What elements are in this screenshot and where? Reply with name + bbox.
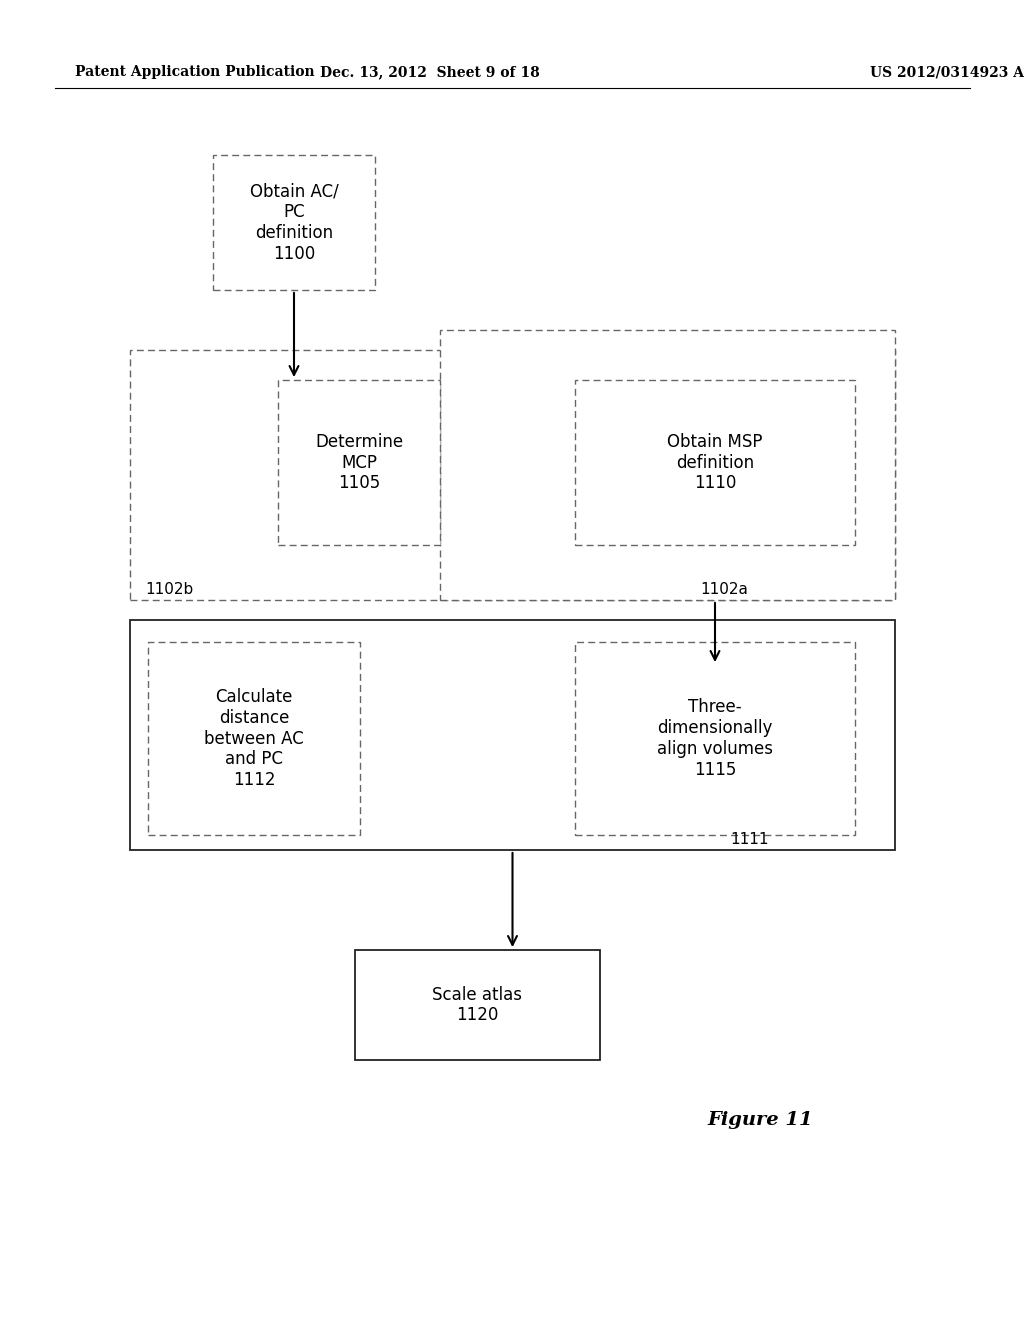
Text: 1102b: 1102b bbox=[145, 582, 194, 598]
Bar bbox=[130, 620, 895, 850]
Bar bbox=[130, 350, 895, 601]
Bar bbox=[575, 380, 855, 545]
Text: US 2012/0314923 A1: US 2012/0314923 A1 bbox=[870, 65, 1024, 79]
Bar bbox=[355, 950, 600, 1060]
Text: Determine
MCP
1105: Determine MCP 1105 bbox=[315, 433, 403, 492]
Text: Three-
dimensionally
align volumes
1115: Three- dimensionally align volumes 1115 bbox=[657, 698, 773, 779]
Bar bbox=[278, 380, 440, 545]
Text: Scale atlas
1120: Scale atlas 1120 bbox=[432, 986, 522, 1024]
Text: Dec. 13, 2012  Sheet 9 of 18: Dec. 13, 2012 Sheet 9 of 18 bbox=[321, 65, 540, 79]
Text: Calculate
distance
between AC
and PC
1112: Calculate distance between AC and PC 111… bbox=[204, 688, 304, 789]
Text: Patent Application Publication: Patent Application Publication bbox=[75, 65, 314, 79]
Bar bbox=[148, 642, 360, 836]
Text: Figure 11: Figure 11 bbox=[708, 1111, 813, 1129]
Text: Obtain AC/
PC
definition
1100: Obtain AC/ PC definition 1100 bbox=[250, 182, 338, 263]
Text: 1102a: 1102a bbox=[700, 582, 748, 598]
Text: Obtain MSP
definition
1110: Obtain MSP definition 1110 bbox=[668, 433, 763, 492]
Bar bbox=[575, 642, 855, 836]
Bar bbox=[213, 154, 375, 290]
Bar bbox=[440, 330, 895, 601]
Text: 1111: 1111 bbox=[730, 833, 768, 847]
